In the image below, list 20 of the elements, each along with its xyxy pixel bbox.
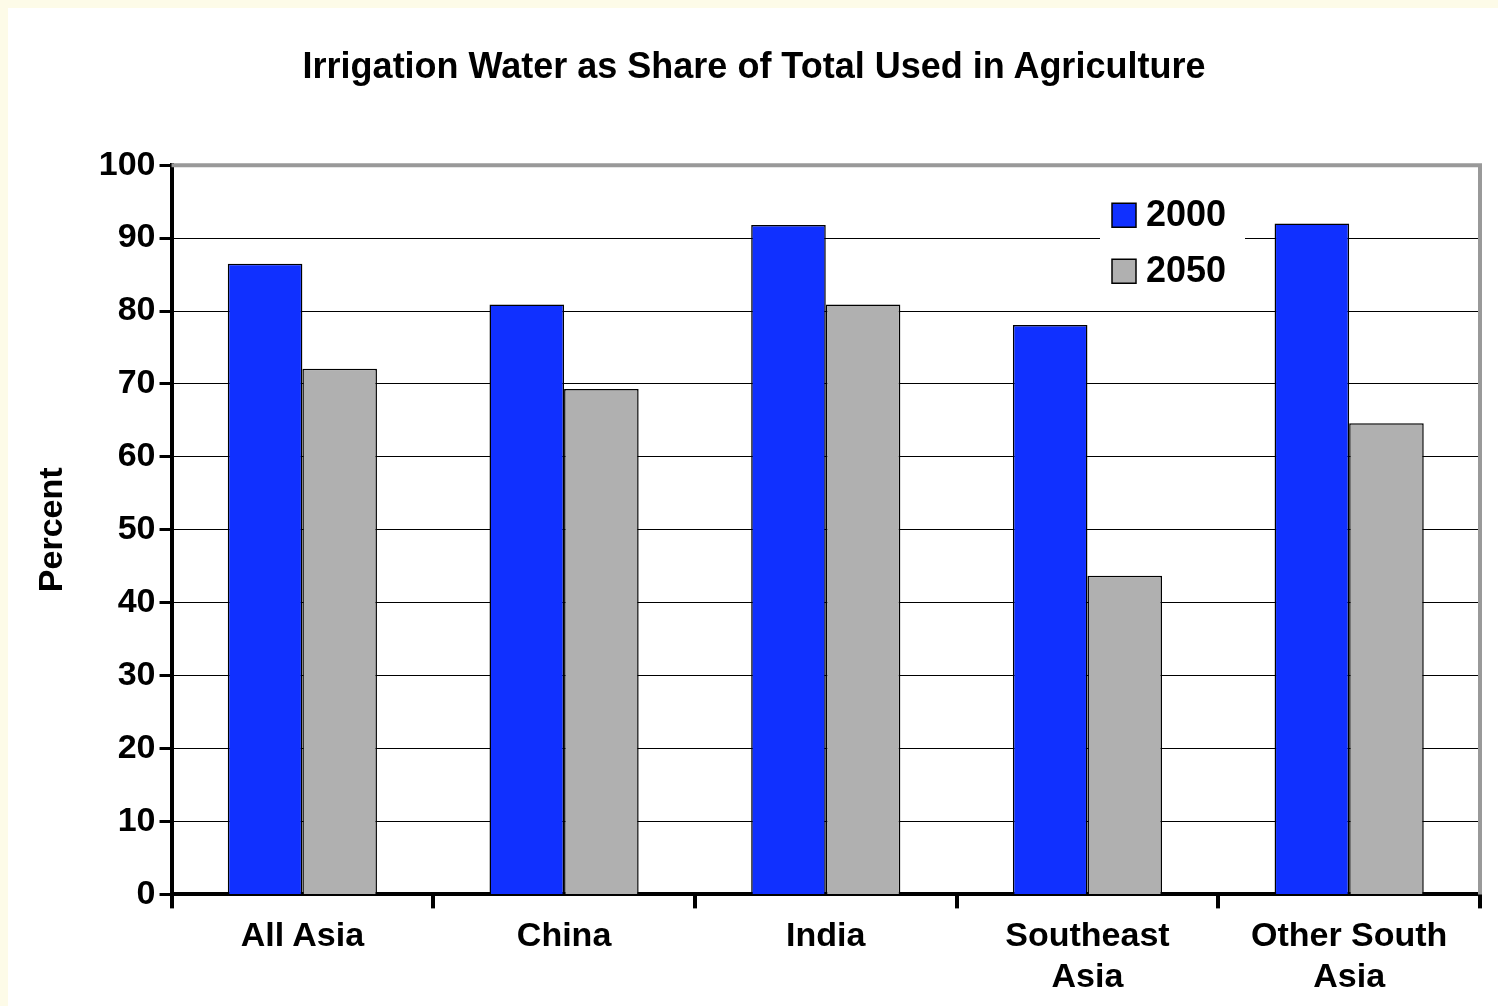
legend-label: 2050	[1146, 249, 1227, 291]
y-tick-label: 60	[117, 435, 156, 474]
y-tick-label: 10	[117, 799, 156, 838]
y-tick-label: 70	[117, 362, 156, 401]
y-tick-label: 0	[136, 872, 156, 911]
legend-label: 2000	[1146, 193, 1227, 235]
x-tick-label: Other South Asia	[1250, 915, 1448, 994]
y-tick-label: 50	[117, 508, 156, 547]
x-tick-label: Southeast Asia	[1005, 915, 1170, 994]
y-tick-label: 90	[117, 216, 156, 255]
y-axis-title: Percent	[30, 467, 69, 593]
y-tick-label: 40	[117, 581, 156, 620]
chart-title: Irrigation Water as Share of Total Used in Agriculture	[302, 44, 1206, 86]
y-tick-label: 80	[117, 289, 156, 328]
x-tick-label: All Asia	[240, 915, 366, 954]
x-tick-label: India	[786, 915, 867, 954]
y-tick-label: 20	[117, 726, 156, 765]
y-tick-label: 100	[98, 143, 156, 182]
x-tick-label: China	[516, 915, 613, 954]
y-tick-label: 30	[117, 654, 156, 693]
